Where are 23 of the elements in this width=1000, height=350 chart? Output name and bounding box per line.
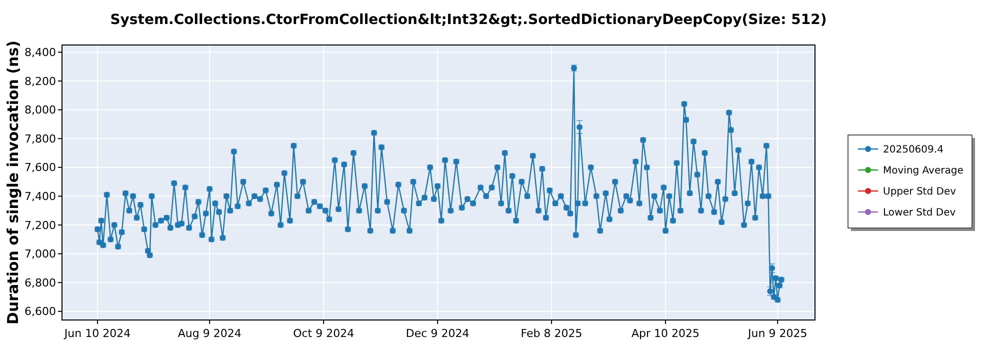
- y-tick-label: 6,600: [24, 305, 56, 318]
- y-tick-label: 7,000: [24, 248, 56, 261]
- x-tick-label: Jun 9 2025: [747, 327, 808, 340]
- y-tick-label: 7,200: [24, 218, 56, 232]
- legend-label: Lower Std Dev: [883, 208, 956, 218]
- y-tick-label: 8,000: [24, 104, 56, 117]
- legend-label: Upper Std Dev: [883, 186, 956, 198]
- y-tick-label: 7,800: [24, 132, 56, 146]
- x-tick-label: Apr 10 2025: [632, 327, 700, 340]
- y-tick-label: 8,200: [24, 74, 56, 88]
- legend-label: 20250609.4: [883, 144, 944, 156]
- x-tick-label: Aug 9 2024: [178, 327, 242, 340]
- chart-title: System.Collections.CtorFromCollection&lt;Int32&gt;.SortedDictionaryDeepCopy(Size: 512): [110, 12, 827, 28]
- y-tick-label: 7,400: [24, 190, 56, 204]
- y-tick-label: 6,800: [24, 276, 56, 290]
- x-tick-label: Dec 9 2024: [406, 327, 470, 340]
- y-tick-label: 7,600: [24, 161, 56, 174]
- legend-label: Moving Average: [883, 166, 964, 176]
- x-tick-label: Oct 9 2024: [293, 327, 354, 340]
- y-axis-title: Duration of single invocation (ns): [4, 40, 22, 324]
- y-tick-label: 8,400: [24, 46, 56, 60]
- x-tick-label: Feb 8 2025: [520, 327, 582, 340]
- x-tick-label: Jun 10 2024: [63, 327, 131, 340]
